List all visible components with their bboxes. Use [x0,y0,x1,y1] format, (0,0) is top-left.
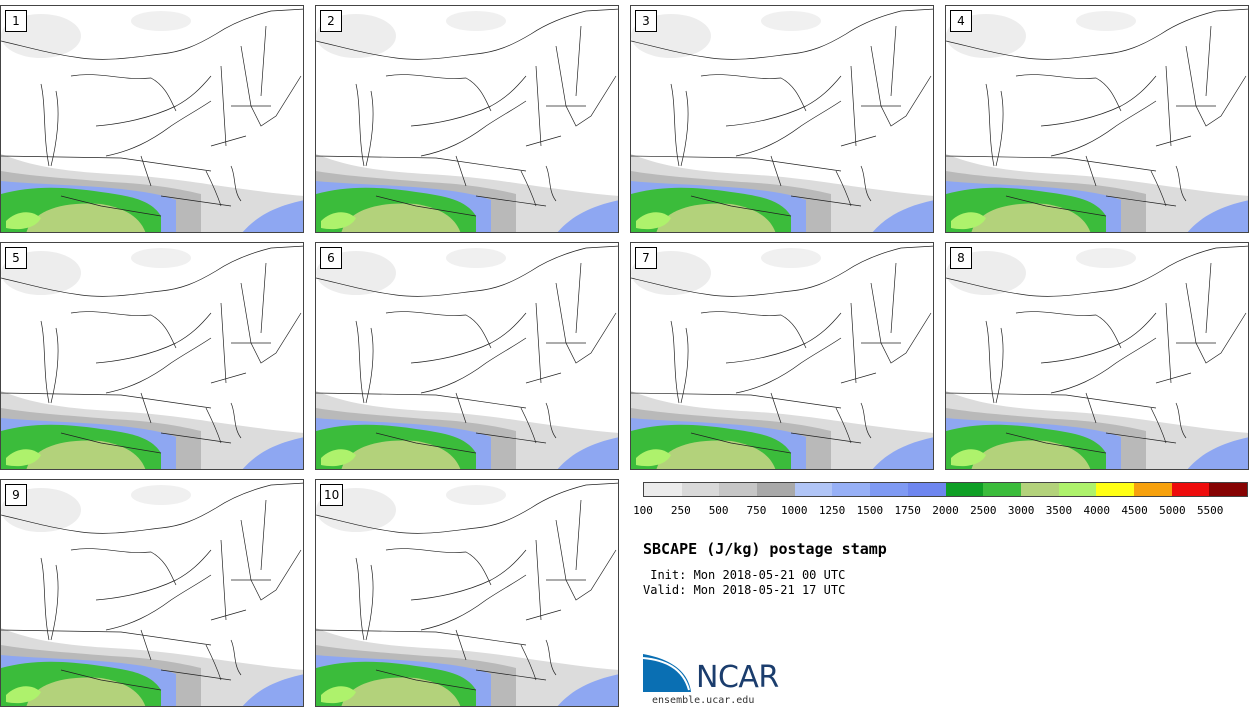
map-panel-3: 3 [630,5,934,233]
ncar-logo-icon [643,652,694,692]
member-number-label: 6 [320,247,342,269]
valid-time: Valid: Mon 2018-05-21 17 UTC [643,583,846,597]
colorbar-tick-labels: 100 250 500 750 1000 1250 1500 1750 2000 2500 3000… [633,504,1248,518]
colorbar-segment [945,483,984,496]
sbcape-map [1,8,303,232]
colorbar-segment [1133,483,1172,496]
map-panel-6: 6 [315,242,619,470]
sbcape-map [316,8,618,232]
colorbar-segment [644,483,682,496]
colorbar-tick-label: 250 [670,504,691,517]
member-number-label: 4 [950,10,972,32]
map-panel-1: 1 [0,5,304,233]
member-number-label: 8 [950,247,972,269]
colorbar-segment [832,483,871,496]
map-panel-9: 9 [0,479,304,707]
colorbar-segment [719,483,758,496]
map-panel-8: 8 [945,242,1249,470]
colorbar-segment [870,483,908,496]
sbcape-map [946,245,1248,469]
colorbar-tick-label: 1750 [894,504,921,517]
member-number-label: 7 [635,247,657,269]
map-panel-4: 4 [945,5,1249,233]
colorbar-tick-label: 1250 [818,504,846,517]
colorbar-tick-label: 500 [708,504,729,517]
colorbar-tick-label: 1500 [856,504,884,517]
colorbar-segment [794,483,833,496]
colorbar-tick-label: 2500 [970,504,997,517]
colorbar-tick-label: 1000 [781,504,808,517]
member-number-label: 3 [635,10,657,32]
colorbar-tick-label: 750 [746,504,767,517]
colorbar-tick-label: 3500 [1045,504,1073,517]
sbcape-map [1,245,303,469]
colorbar-tick-label: 3000 [1007,504,1035,517]
colorbar [643,482,1248,497]
map-panel-7: 7 [630,242,934,470]
member-number-label: 2 [320,10,342,32]
colorbar-segment [983,483,1021,496]
member-number-label: 10 [320,484,344,506]
sbcape-map [316,482,618,706]
sbcape-map [631,245,933,469]
colorbar-segment [1209,483,1247,496]
colorbar-segment [757,483,795,496]
colorbar-segment [1096,483,1134,496]
colorbar-segment [681,483,720,496]
init-time: Init: Mon 2018-05-21 00 UTC [643,568,846,582]
sbcape-map [631,8,933,232]
colorbar-tick-label: 4500 [1121,504,1148,517]
colorbar-segment [1171,483,1210,496]
member-number-label: 5 [5,247,27,269]
colorbar-tick-label: 5500 [1196,504,1224,517]
member-number-label: 1 [5,10,27,32]
colorbar-tick-label: 2000 [932,504,959,517]
colorbar-tick-label: 4000 [1083,504,1111,517]
sbcape-map [946,8,1248,232]
colorbar-tick-label: 5000 [1159,504,1186,517]
map-panel-5: 5 [0,242,304,470]
sbcape-map [1,482,303,706]
colorbar-segment [1020,483,1059,496]
map-panel-2: 2 [315,5,619,233]
ncar-logo-text: NCAR [696,660,779,695]
colorbar-segment [907,483,946,496]
sbcape-map [316,245,618,469]
colorbar-tick-label: 100 [633,504,653,517]
colorbar-segment [1058,483,1097,496]
chart-title: SBCAPE (J/kg) postage stamp [643,540,887,558]
site-url: ensemble.ucar.edu [652,695,755,706]
member-number-label: 9 [5,484,27,506]
map-panel-10: 10 [315,479,619,707]
